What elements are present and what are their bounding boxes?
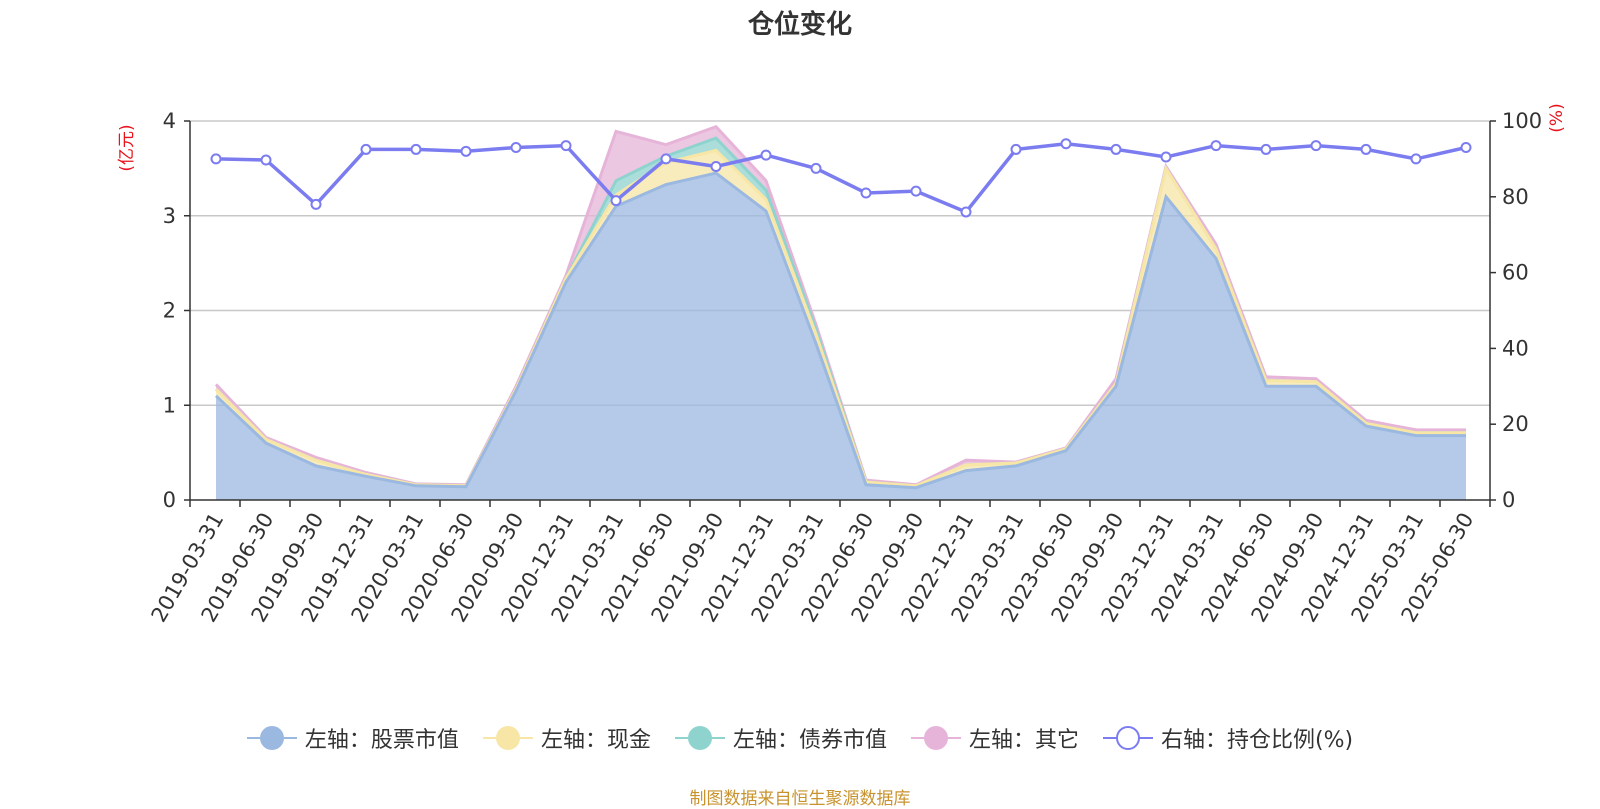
ratio-line [210, 138, 1472, 218]
ratio-point [310, 198, 322, 210]
right-tick-label: 60 [1502, 261, 1529, 285]
left-tick-label: 0 [163, 488, 176, 512]
legend-item-3[interactable]: 左轴：其它 [910, 722, 1079, 754]
ratio-point [1460, 142, 1472, 154]
ratio-point [1110, 143, 1122, 155]
right-tick-label: 20 [1502, 412, 1529, 436]
ratio-point [1010, 143, 1022, 155]
ratio-point [460, 145, 472, 157]
ratio-point [710, 160, 722, 172]
ratio-point [510, 142, 522, 154]
ratio-point [610, 195, 622, 207]
legend-label: 左轴：债券市值 [732, 728, 887, 753]
right-tick-label: 40 [1502, 336, 1529, 360]
ratio-point [760, 149, 772, 161]
ratio-point [660, 153, 672, 165]
left-axis-unit: (亿元) [117, 124, 137, 171]
area-0-edge [214, 171, 1466, 490]
left-tick-label: 1 [163, 393, 176, 417]
axes: 012340204060801002019-03-312019-06-30201… [147, 109, 1543, 626]
ratio-point [360, 143, 372, 155]
ratio-point [1260, 143, 1272, 155]
right-tick-label: 0 [1502, 488, 1515, 512]
right-tick-label: 100 [1502, 109, 1542, 133]
left-tick-label: 3 [163, 204, 176, 228]
ratio-point [860, 187, 872, 199]
ratio-point [1310, 140, 1322, 152]
ratio-point [910, 185, 922, 197]
ratio-point [260, 154, 272, 166]
chart-title: 仓位变化 [747, 10, 852, 40]
ratio-point [1360, 143, 1372, 155]
legend-swatch-icon [674, 725, 725, 751]
legend-swatch-icon [482, 725, 533, 751]
left-tick-label: 4 [163, 109, 176, 133]
right-tick-label: 80 [1502, 185, 1529, 209]
legend-label: 右轴：持仓比例(%) [1160, 728, 1354, 753]
legend-item-0[interactable]: 左轴：股票市值 [246, 722, 459, 754]
ratio-line-path [215, 141, 1467, 215]
ratio-point [1210, 140, 1222, 152]
legend: 左轴：股票市值 左轴：现金 左轴：债券市值 左轴：其它 右轴：持仓比例(%) [0, 722, 1600, 754]
legend-swatch-icon [1102, 725, 1153, 751]
area-1-fill [216, 150, 1466, 488]
stacked-areas [214, 124, 1466, 500]
source-note: 制图数据来自恒生聚源数据库 [689, 789, 911, 809]
legend-swatch-icon [246, 725, 297, 751]
area-0-fill [216, 173, 1466, 500]
ratio-point [1060, 138, 1072, 150]
grid-lines [190, 120, 1490, 406]
ratio-point [560, 140, 572, 152]
right-axis-unit: (%) [1547, 103, 1567, 132]
legend-swatch-icon [910, 725, 961, 751]
legend-label: 左轴：现金 [540, 728, 651, 753]
legend-label: 左轴：股票市值 [304, 728, 459, 753]
left-tick-label: 2 [163, 299, 176, 323]
legend-item-1[interactable]: 左轴：现金 [482, 722, 651, 754]
legend-label: 左轴：其它 [968, 728, 1079, 753]
ratio-point [410, 143, 422, 155]
legend-item-2[interactable]: 左轴：债券市值 [674, 722, 887, 754]
ratio-point [1160, 151, 1172, 163]
ratio-point [210, 153, 222, 165]
ratio-point [1410, 153, 1422, 165]
legend-item-4[interactable]: 右轴：持仓比例(%) [1102, 722, 1354, 754]
ratio-point [960, 206, 972, 218]
ratio-point [810, 162, 822, 174]
